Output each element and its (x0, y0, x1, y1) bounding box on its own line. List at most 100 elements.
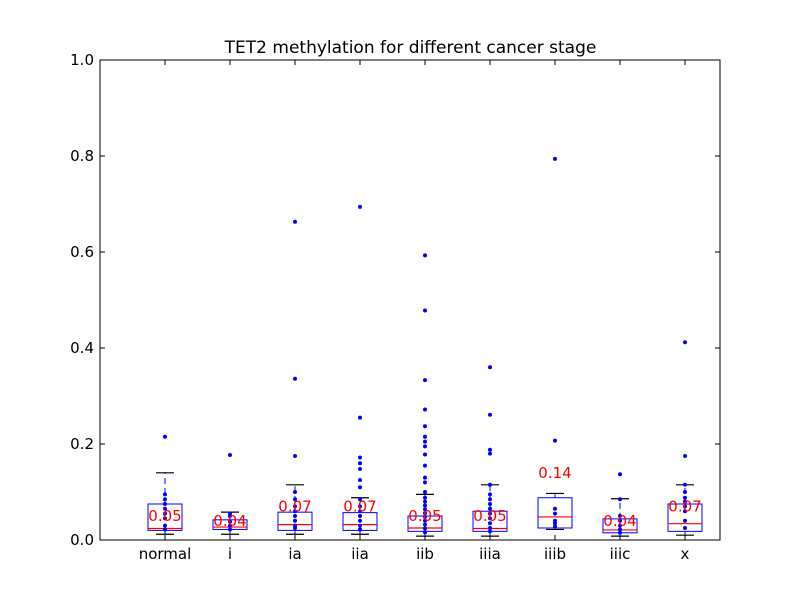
data-point (163, 527, 167, 532)
x-tick-label: x (681, 545, 690, 563)
data-point (553, 438, 557, 443)
data-point (553, 511, 557, 516)
data-point (228, 523, 232, 528)
data-point (228, 519, 232, 524)
data-point (358, 514, 362, 518)
y-tick-label: 0.4 (70, 339, 94, 357)
data-point (683, 504, 687, 509)
data-point (358, 509, 362, 514)
data-point (423, 253, 427, 258)
data-point (423, 308, 427, 313)
data-point (423, 507, 427, 512)
data-point (293, 497, 297, 502)
x-tick-label: i (228, 545, 232, 563)
mean-label: 0.05 (148, 507, 181, 525)
data-point (488, 526, 492, 530)
data-point (618, 527, 622, 532)
x-tick-label: iiic (610, 545, 631, 563)
y-tick-label: 0.8 (70, 147, 94, 165)
y-tick-label: 0.0 (70, 531, 94, 549)
data-point (488, 497, 492, 502)
data-point (293, 219, 297, 224)
data-point (618, 530, 622, 535)
data-point (683, 509, 687, 514)
data-point (358, 523, 362, 528)
data-point (358, 466, 362, 471)
data-point (163, 502, 167, 506)
mean-label: 0.04 (603, 512, 636, 530)
data-point (293, 504, 297, 509)
data-point (423, 511, 427, 516)
data-point (618, 514, 622, 518)
data-point (423, 407, 427, 412)
data-point (163, 516, 167, 521)
data-point (423, 434, 427, 439)
data-point (293, 509, 297, 514)
data-point (293, 514, 297, 518)
data-point (228, 514, 232, 518)
data-point (423, 499, 427, 504)
data-point (488, 502, 492, 506)
data-point (358, 478, 362, 482)
data-point (423, 495, 427, 500)
data-point (683, 490, 687, 494)
data-point (553, 156, 557, 161)
data-point (228, 453, 232, 458)
data-point (293, 526, 297, 530)
data-point (293, 518, 297, 523)
data-point (423, 530, 427, 535)
x-tick-label: iib (416, 545, 434, 563)
data-point (488, 511, 492, 516)
data-point (423, 514, 427, 519)
data-point (683, 482, 687, 487)
data-point (683, 495, 687, 500)
data-point (163, 511, 167, 516)
data-point (553, 521, 557, 526)
data-point (423, 378, 427, 383)
data-point (358, 497, 362, 502)
data-point (358, 204, 362, 209)
data-point (618, 523, 622, 528)
data-point (683, 340, 687, 345)
data-points (163, 156, 687, 535)
data-point (358, 504, 362, 509)
x-tick-label: ia (288, 545, 301, 563)
data-point (423, 452, 427, 457)
data-point (358, 455, 362, 460)
data-point (488, 516, 492, 521)
data-point (293, 376, 297, 381)
data-point (488, 492, 492, 497)
data-point (358, 461, 362, 466)
data-point (423, 463, 427, 468)
data-point (618, 518, 622, 523)
data-point (488, 521, 492, 526)
data-point (553, 506, 557, 511)
y-tick-label: 1.0 (70, 51, 94, 69)
data-point (163, 492, 167, 497)
data-point (293, 454, 297, 458)
y-tick-label: 0.6 (70, 243, 94, 261)
chart-title: TET2 methylation for different cancer st… (224, 38, 597, 58)
data-point (358, 415, 362, 420)
data-point (488, 365, 492, 370)
data-point (488, 506, 492, 511)
data-point (618, 472, 622, 477)
mean-labels: 0.05 0.04 0.07 0.07 0.05 0.05 0.14 0.04 0.07 (148, 464, 701, 530)
data-point (488, 451, 492, 456)
mean-label: 0.07 (343, 497, 376, 515)
mean-label: 0.07 (668, 497, 701, 515)
data-point (423, 522, 427, 527)
y-tick-label: 0.2 (70, 435, 94, 453)
x-tick-label: iiib (544, 545, 566, 563)
data-point (423, 444, 427, 449)
mean-label: 0.04 (213, 512, 246, 530)
data-point (423, 439, 427, 444)
x-tick-label: normal (139, 545, 192, 563)
data-point (163, 506, 167, 511)
box-x (667, 484, 703, 536)
data-point (423, 475, 427, 480)
data-point (683, 526, 687, 530)
data-point (228, 527, 232, 532)
data-point (488, 447, 492, 452)
